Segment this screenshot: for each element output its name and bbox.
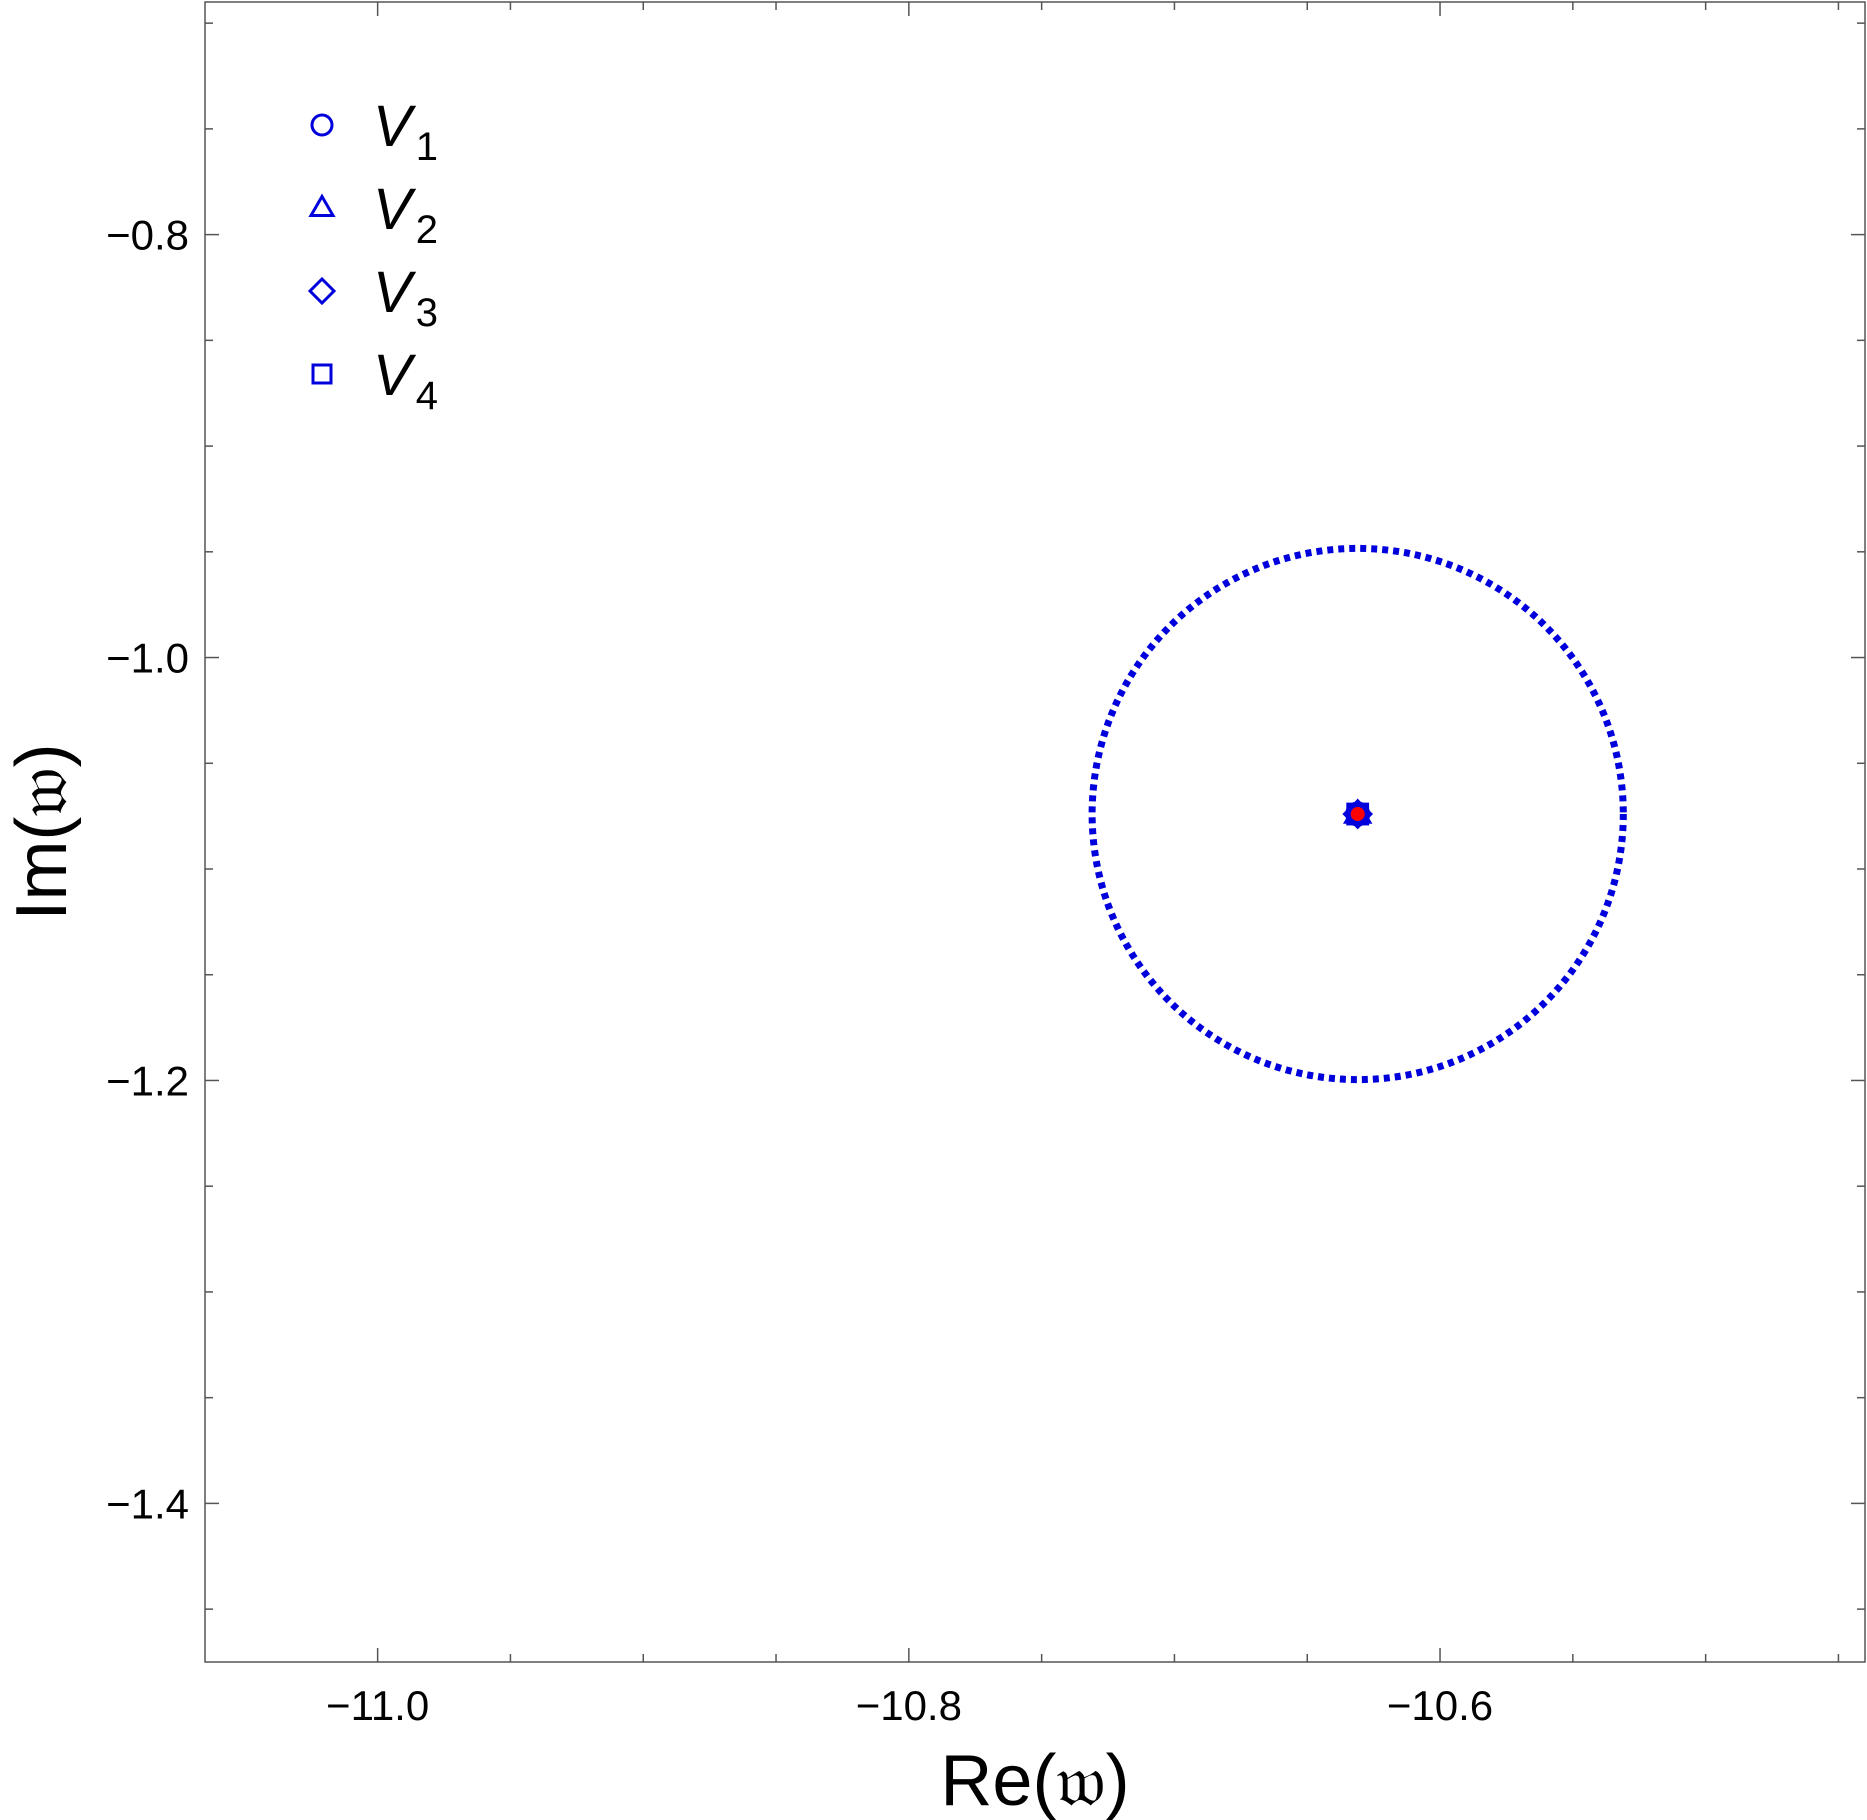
data-points xyxy=(1342,798,1374,830)
y-tick-label: −1.2 xyxy=(106,1057,189,1104)
x-tick-label: −10.8 xyxy=(856,1682,962,1729)
axis-tick-labels: −11.0−10.8−10.6−10.4−0.8−1.0−1.2−1.4 xyxy=(106,212,1493,1729)
legend-marker-circle xyxy=(310,113,334,137)
reference-point xyxy=(1350,807,1365,822)
legend-marker-diamond xyxy=(307,276,337,306)
y-tick-label: −1.4 xyxy=(106,1480,189,1527)
legend: V 1 V 2 V 3 V 4 xyxy=(307,94,438,418)
legend-marker-square xyxy=(311,363,333,385)
x-axis-title: Re(𝔴) xyxy=(940,1741,1129,1820)
y-tick-label: −0.8 xyxy=(106,212,189,259)
y-axis-title: Im(𝔴) xyxy=(2,743,82,920)
axis-ticks xyxy=(205,2,1865,1662)
x-tick-label: −11.0 xyxy=(326,1682,429,1729)
y-tick-label: −1.0 xyxy=(106,635,189,682)
legend-marker-triangle xyxy=(308,193,336,217)
plot-frame xyxy=(204,1,1866,1663)
x-tick-label: −10.6 xyxy=(1387,1682,1493,1729)
